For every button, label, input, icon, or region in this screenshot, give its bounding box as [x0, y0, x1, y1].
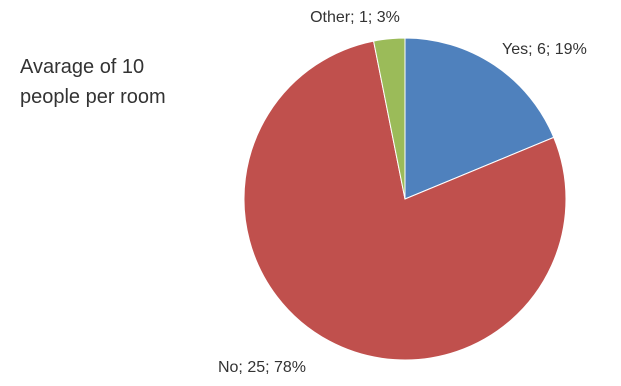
pie-data-labels: Yes; 6; 19% No; 25; 78% Other; 1; 3%	[218, 9, 587, 376]
data-label-no: No; 25; 78%	[218, 359, 306, 376]
pie-slice-no	[243, 40, 567, 361]
pie-slice-yes	[404, 37, 555, 200]
data-label-yes: Yes; 6; 19%	[502, 41, 587, 58]
pie-slice-other	[373, 37, 406, 200]
chart-annotation: Avarage of 10 people per room	[20, 56, 166, 108]
data-label-other: Other; 1; 3%	[310, 9, 400, 26]
pie-slices	[243, 37, 567, 361]
